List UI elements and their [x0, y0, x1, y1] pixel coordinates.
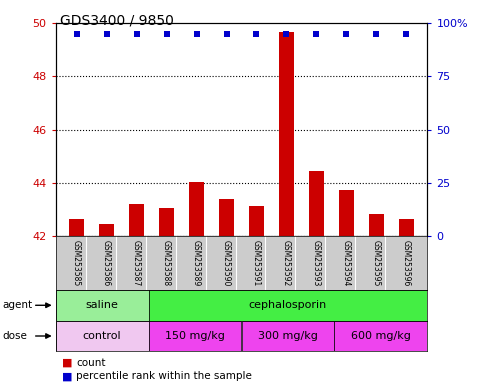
Point	[103, 31, 111, 37]
Bar	[242, 321, 334, 351]
Bar	[56, 321, 149, 351]
Point	[253, 31, 260, 37]
Text: ■: ■	[62, 371, 72, 381]
Text: GSM253594: GSM253594	[342, 240, 351, 287]
Point	[313, 31, 320, 37]
Text: 300 mg/kg: 300 mg/kg	[258, 331, 318, 341]
Point	[163, 31, 170, 37]
Text: GSM253589: GSM253589	[192, 240, 201, 287]
Text: GSM253593: GSM253593	[312, 240, 321, 287]
Text: GSM253586: GSM253586	[102, 240, 111, 287]
Bar	[99, 224, 114, 236]
Text: count: count	[76, 358, 106, 368]
Bar	[334, 321, 427, 351]
Text: agent: agent	[2, 300, 32, 310]
Point	[193, 31, 200, 37]
Bar	[129, 204, 144, 236]
Point	[133, 31, 141, 37]
Text: cephalosporin: cephalosporin	[249, 300, 327, 310]
Bar	[69, 219, 84, 236]
Text: GSM253591: GSM253591	[252, 240, 261, 287]
Bar	[309, 171, 324, 236]
Point	[283, 31, 290, 37]
Text: 150 mg/kg: 150 mg/kg	[165, 331, 225, 341]
Bar	[249, 205, 264, 236]
Text: ■: ■	[62, 358, 72, 368]
Text: GDS3400 / 9850: GDS3400 / 9850	[60, 13, 174, 27]
Text: 600 mg/kg: 600 mg/kg	[351, 331, 411, 341]
Text: GSM253595: GSM253595	[372, 240, 381, 287]
Bar	[369, 214, 384, 236]
Bar	[149, 321, 242, 351]
Text: GSM253588: GSM253588	[162, 240, 171, 286]
Point	[342, 31, 350, 37]
Text: GSM253596: GSM253596	[402, 240, 411, 287]
Bar	[189, 182, 204, 236]
Point	[372, 31, 380, 37]
Text: GSM253587: GSM253587	[132, 240, 141, 287]
Text: saline: saline	[85, 300, 118, 310]
Text: GSM253590: GSM253590	[222, 240, 231, 287]
Bar	[279, 32, 294, 236]
Text: GSM253585: GSM253585	[72, 240, 81, 287]
Text: dose: dose	[2, 331, 28, 341]
Point	[223, 31, 230, 37]
Bar	[399, 219, 414, 236]
Text: GSM253592: GSM253592	[282, 240, 291, 287]
Bar	[159, 208, 174, 236]
Point	[403, 31, 411, 37]
Bar	[339, 190, 354, 236]
Text: percentile rank within the sample: percentile rank within the sample	[76, 371, 252, 381]
Bar	[56, 290, 149, 321]
Text: control: control	[83, 331, 121, 341]
Point	[72, 31, 80, 37]
Bar	[219, 199, 234, 236]
Bar	[149, 290, 427, 321]
